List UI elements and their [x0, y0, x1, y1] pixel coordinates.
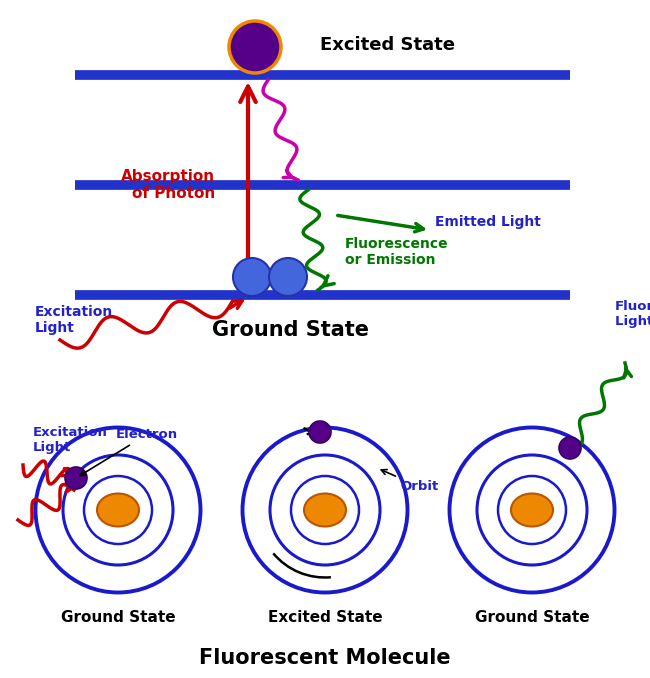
Text: Orbit: Orbit	[382, 470, 438, 493]
Text: Ground State: Ground State	[474, 610, 590, 624]
Text: Excitation
Light: Excitation Light	[33, 426, 108, 454]
Text: Fluorescent Molecule: Fluorescent Molecule	[199, 648, 451, 668]
Text: Absorption
of Photon: Absorption of Photon	[121, 169, 215, 201]
Ellipse shape	[477, 455, 587, 565]
Ellipse shape	[269, 258, 307, 296]
Text: Ground State: Ground State	[211, 320, 369, 340]
Ellipse shape	[270, 455, 380, 565]
Ellipse shape	[65, 467, 87, 489]
Text: Excitation
Light: Excitation Light	[35, 305, 113, 335]
Ellipse shape	[242, 428, 408, 593]
Ellipse shape	[309, 421, 331, 443]
Ellipse shape	[63, 455, 173, 565]
Ellipse shape	[84, 476, 152, 544]
Ellipse shape	[36, 428, 200, 593]
Ellipse shape	[498, 476, 566, 544]
Text: Excited State: Excited State	[268, 610, 382, 624]
Text: Fluorescence
Light Release: Fluorescence Light Release	[615, 300, 650, 328]
Ellipse shape	[511, 494, 553, 527]
Text: Emitted Light: Emitted Light	[435, 215, 541, 229]
Text: Excited State: Excited State	[320, 36, 455, 54]
Ellipse shape	[304, 494, 346, 527]
Ellipse shape	[450, 428, 614, 593]
Ellipse shape	[97, 494, 139, 527]
Ellipse shape	[229, 21, 281, 73]
Text: Fluorescence
or Emission: Fluorescence or Emission	[345, 237, 448, 267]
Text: Electron: Electron	[80, 428, 178, 475]
Ellipse shape	[559, 437, 581, 459]
Text: Ground State: Ground State	[60, 610, 176, 624]
Ellipse shape	[291, 476, 359, 544]
Ellipse shape	[233, 258, 271, 296]
